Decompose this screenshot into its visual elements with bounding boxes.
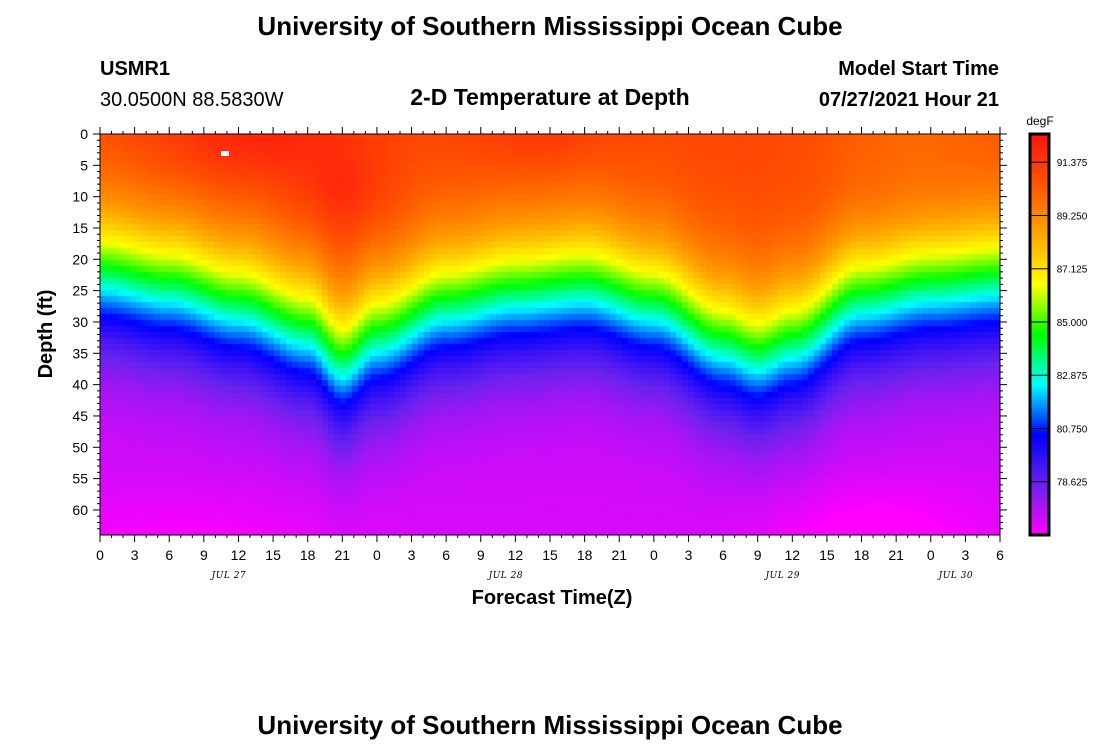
title-bottom: University of Southern Mississippi Ocean…: [257, 710, 842, 740]
x-tick-label: 3: [131, 547, 139, 563]
x-axis-label: Forecast Time(Z): [472, 587, 633, 609]
plot-title: 2-D Temperature at Depth: [410, 84, 689, 110]
x-tick-label: 3: [961, 547, 969, 563]
x-tick-label: 21: [335, 547, 351, 563]
x-tick-label: 12: [231, 547, 247, 563]
x-tick-label: 0: [373, 547, 381, 563]
y-tick-label: 40: [72, 377, 88, 393]
x-tick-label: 9: [477, 547, 485, 563]
x-tick-label: 3: [408, 547, 416, 563]
x-tick-label: 12: [785, 547, 801, 563]
x-tick-label: 0: [96, 547, 104, 563]
colorbar-label: 80.750: [1057, 424, 1088, 435]
x-tick-label: 21: [611, 547, 627, 563]
y-tick-label: 15: [72, 220, 88, 236]
x-tick-label: 18: [300, 547, 316, 563]
y-tick-label: 20: [72, 251, 88, 267]
x-tick-label: 0: [650, 547, 658, 563]
x-axis: 0 3 6 9 12 15 18 21 0 3 6 9 12 15 18 21 0 3 6 9 12 15 18 21 0 3 6: [96, 127, 1004, 563]
station-id: USMR1: [100, 58, 170, 80]
title-top: University of Southern Mississippi Ocean…: [257, 11, 842, 41]
colorbar-label: 85.000: [1057, 318, 1088, 329]
y-tick-label: 10: [72, 189, 88, 205]
date-label: JUL 27: [210, 571, 246, 581]
x-tick-label: 18: [854, 547, 870, 563]
y-tick-label: 30: [72, 314, 88, 330]
x-tick-label: 0: [927, 547, 935, 563]
model-start-value: 07/27/2021 Hour 21: [819, 89, 999, 111]
date-label: JUL 30: [937, 571, 973, 581]
y-axis-label: Depth (ft): [35, 290, 57, 379]
colorbar: [1028, 132, 1051, 537]
heatmap-frame: [100, 134, 1000, 535]
y-tick-label: 5: [80, 157, 88, 173]
date-label: JUL 29: [764, 571, 800, 581]
y-axis: 0 5 10 15 20 25 30 35 40 45 50 55 60: [72, 126, 1007, 530]
x-tick-label: 15: [819, 547, 835, 563]
x-tick-label: 6: [719, 547, 727, 563]
model-start-label: Model Start Time: [838, 58, 999, 80]
y-tick-label: 60: [72, 502, 88, 518]
x-tick-label: 6: [165, 547, 173, 563]
x-tick-label: 15: [265, 547, 281, 563]
colorbar-label: 89.250: [1057, 211, 1088, 222]
colorbar-label: 82.875: [1057, 371, 1088, 382]
y-tick-label: 0: [80, 126, 88, 142]
colorbar-label: 91.375: [1057, 158, 1088, 169]
colorbar-label: 87.125: [1057, 265, 1088, 276]
y-tick-label: 45: [72, 408, 88, 424]
x-tick-label: 9: [754, 547, 762, 563]
y-tick-label: 25: [72, 283, 88, 299]
x-tick-label: 9: [200, 547, 208, 563]
station-coords: 30.0500N 88.5830W: [100, 89, 284, 111]
x-tick-label: 3: [685, 547, 693, 563]
x-tick-label: 12: [508, 547, 524, 563]
y-tick-label: 50: [72, 439, 88, 455]
colorbar-unit: degF: [1026, 114, 1053, 128]
x-tick-label: 21: [888, 547, 904, 563]
date-labels: JUL 27 JUL 28 JUL 29 JUL 30: [210, 571, 973, 581]
x-tick-label: 18: [577, 547, 593, 563]
y-tick-label: 35: [72, 345, 88, 361]
x-tick-label: 6: [442, 547, 450, 563]
colorbar-label: 78.625: [1057, 478, 1088, 489]
x-tick-label: 6: [996, 547, 1004, 563]
heatmap-canvas: [100, 134, 1000, 535]
x-tick-label: 15: [542, 547, 558, 563]
location-marker: [221, 151, 229, 156]
date-label: JUL 28: [487, 571, 523, 581]
y-tick-label: 55: [72, 471, 88, 487]
colorbar-ticks: 91.375 89.250 87.125 85.000 82.875 80.750 78.6…: [1030, 158, 1088, 489]
